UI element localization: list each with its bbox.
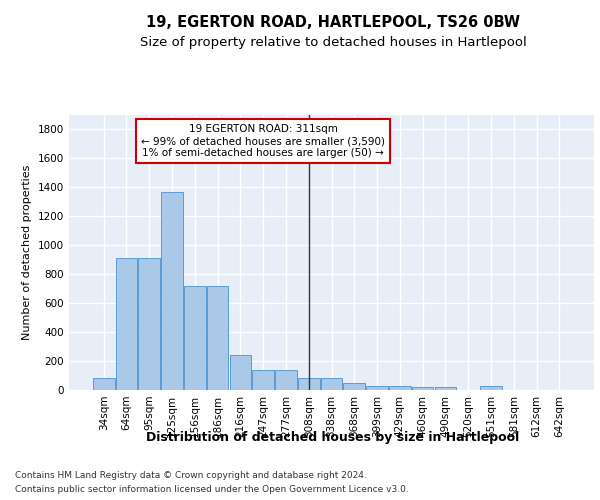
Bar (207, 286, 229, 390)
Bar (343, 383, 365, 390)
Bar (389, 386, 410, 390)
Text: 19, EGERTON ROAD, HARTLEPOOL, TS26 0BW: 19, EGERTON ROAD, HARTLEPOOL, TS26 0BW (146, 15, 520, 30)
Y-axis label: Number of detached properties: Number of detached properties (22, 165, 32, 340)
Bar (320, 378, 343, 390)
Text: Contains HM Land Registry data © Crown copyright and database right 2024.: Contains HM Land Registry data © Crown c… (15, 472, 367, 480)
Bar (412, 387, 433, 390)
Bar (93, 378, 115, 390)
Text: Contains public sector information licensed under the Open Government Licence v3: Contains public sector information licen… (15, 486, 409, 494)
Bar (184, 286, 206, 390)
Bar (480, 386, 502, 390)
Text: Size of property relative to detached houses in Hartlepool: Size of property relative to detached ho… (140, 36, 526, 49)
Bar (253, 370, 274, 390)
Bar (139, 258, 160, 390)
Bar (275, 370, 297, 390)
Bar (434, 387, 456, 390)
Bar (116, 258, 137, 390)
Bar (230, 354, 251, 390)
Bar (298, 378, 320, 390)
Bar (366, 386, 388, 390)
Text: Distribution of detached houses by size in Hartlepool: Distribution of detached houses by size … (146, 431, 520, 444)
Bar (161, 192, 183, 390)
Text: 19 EGERTON ROAD: 311sqm
← 99% of detached houses are smaller (3,590)
1% of semi-: 19 EGERTON ROAD: 311sqm ← 99% of detache… (141, 124, 385, 158)
